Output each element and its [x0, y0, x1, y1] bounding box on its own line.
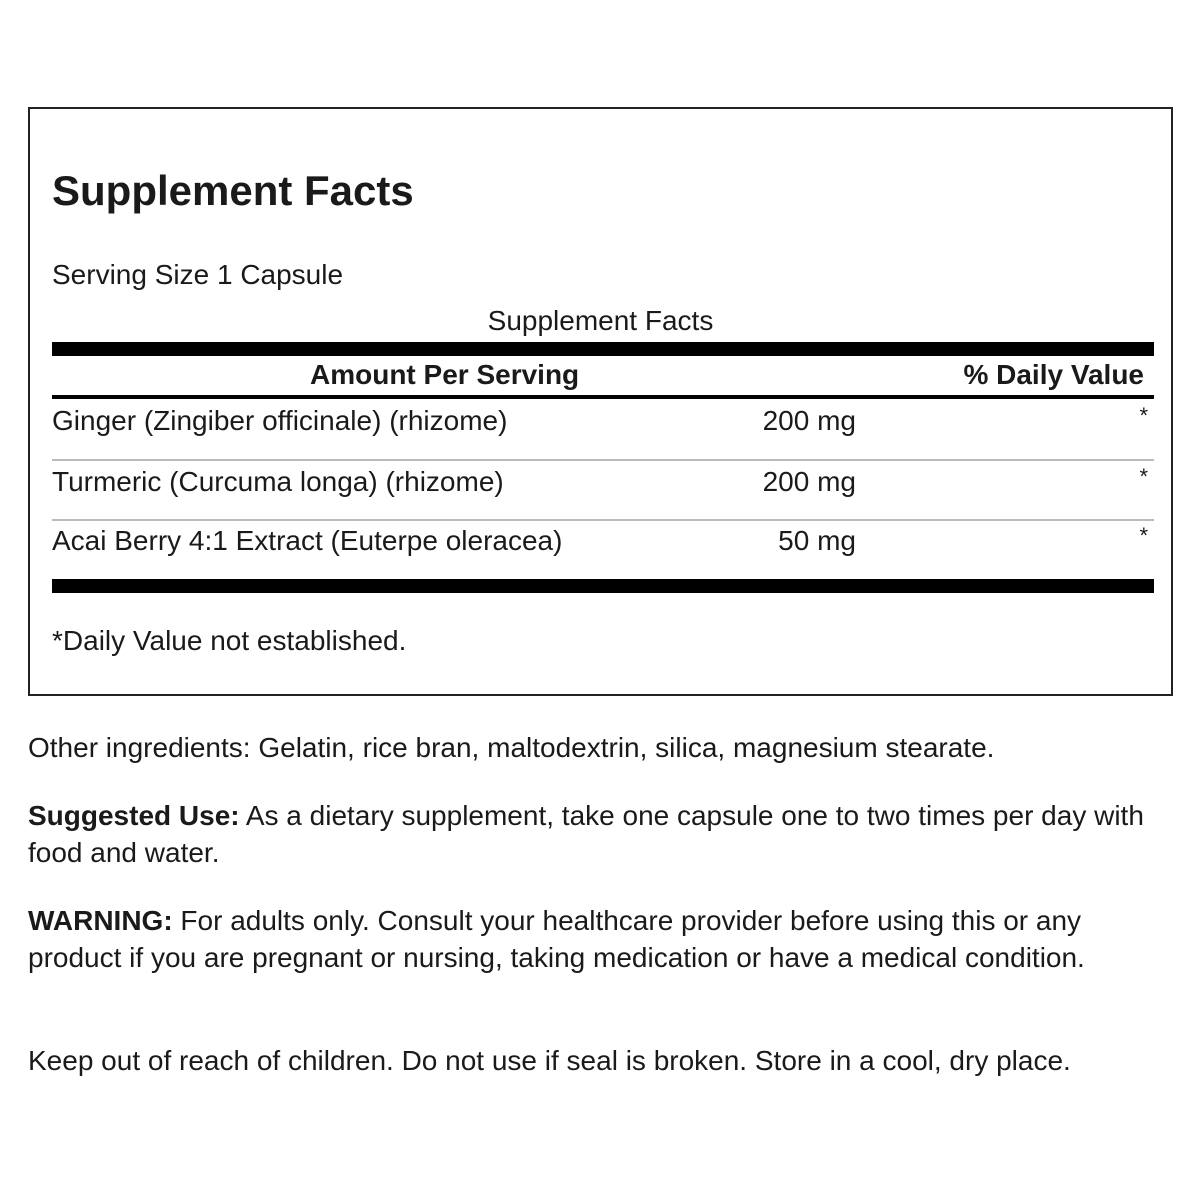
ingredient-amount: 200 mg: [762, 405, 856, 436]
row-divider: [52, 519, 1154, 521]
table-caption: Supplement Facts: [487, 305, 714, 336]
ingredient-name: Turmeric (Curcuma longa) (rhizome): [52, 466, 504, 497]
header-divider: [52, 395, 1154, 399]
header-amount: Amount Per Serving: [310, 359, 580, 390]
table-row: Turmeric (Curcuma longa) (rhizome) 200 m…: [52, 462, 1154, 520]
suggested-use: Suggested Use: As a dietary supplement, …: [28, 797, 1168, 871]
suggested-use-text: As a dietary supplement, take one capsul…: [28, 800, 1144, 868]
daily-value: *: [1139, 403, 1148, 428]
table-row: Ginger (Zingiber officinale) (rhizome) 2…: [52, 401, 1154, 459]
warning-text: For adults only. Consult your healthcare…: [28, 905, 1085, 973]
ingredient-amount: 50 mg: [778, 525, 856, 556]
ingredient-name: Acai Berry 4:1 Extract (Euterpe oleracea…: [52, 525, 563, 556]
table-row: Acai Berry 4:1 Extract (Euterpe oleracea…: [52, 521, 1154, 579]
other-ingredients: Other ingredients: Gelatin, rice bran, m…: [28, 732, 995, 763]
daily-value: *: [1139, 464, 1148, 489]
panel-title: Supplement Facts: [52, 167, 414, 214]
storage-instructions: Keep out of reach of children. Do not us…: [28, 1045, 1071, 1076]
ingredient-name: Ginger (Zingiber officinale) (rhizome): [52, 405, 508, 436]
thick-divider: [52, 342, 1154, 356]
daily-value: *: [1139, 523, 1148, 548]
row-divider: [52, 459, 1154, 461]
ingredient-amount: 200 mg: [762, 466, 856, 497]
warning: WARNING: For adults only. Consult your h…: [28, 902, 1153, 976]
suggested-use-label: Suggested Use:: [28, 800, 240, 831]
header-daily-value: % Daily Value: [963, 359, 1144, 390]
table-header: Amount Per Serving % Daily Value: [52, 359, 1154, 395]
supplement-facts-panel: Supplement Facts Serving Size 1 Capsule …: [28, 107, 1173, 696]
serving-size: Serving Size 1 Capsule: [52, 259, 344, 290]
thick-divider: [52, 579, 1154, 593]
warning-label: WARNING:: [28, 905, 173, 936]
footnote: *Daily Value not established.: [52, 625, 407, 656]
